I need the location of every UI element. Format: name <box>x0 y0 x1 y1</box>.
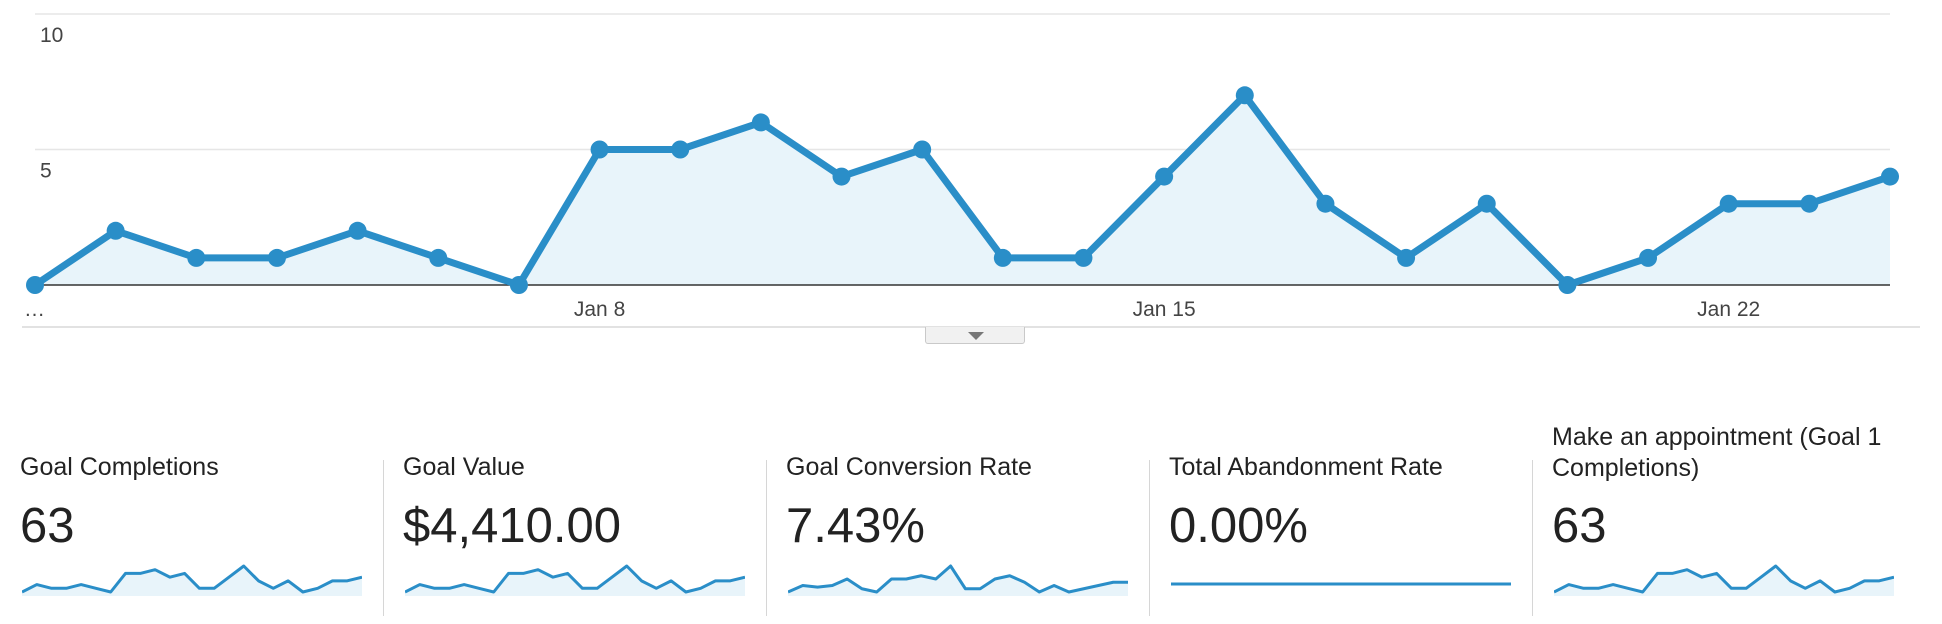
data-point[interactable] <box>1235 86 1254 105</box>
scorecard-sparkline <box>1171 582 1511 586</box>
data-point[interactable] <box>187 248 206 267</box>
data-point[interactable] <box>1719 194 1738 213</box>
y-tick-label: 10 <box>40 24 63 47</box>
scorecard-divider <box>766 460 767 616</box>
scorecard-value: $4,410.00 <box>403 499 621 553</box>
sparkline-line <box>788 564 1128 594</box>
scorecard-title: Make an appointment (Goal 1 Completions) <box>1552 423 1882 482</box>
scorecard[interactable]: Goal Value $4,410.00 <box>383 420 766 616</box>
scorecard-value: 0.00% <box>1169 499 1308 553</box>
x-tick-label: Jan 8 <box>574 298 625 321</box>
data-point[interactable] <box>509 276 528 294</box>
data-point[interactable] <box>751 113 770 132</box>
scorecard-sparkline <box>405 564 745 596</box>
data-point[interactable] <box>1477 194 1496 213</box>
sparkline-line <box>405 564 745 594</box>
data-point[interactable] <box>348 221 367 240</box>
data-point[interactable] <box>26 276 44 294</box>
scorecard-sparkline <box>1554 564 1894 596</box>
scorecard[interactable]: Goal Conversion Rate 7.43% <box>766 420 1149 616</box>
data-point[interactable] <box>1397 248 1416 267</box>
scorecard-title: Total Abandonment Rate <box>1169 453 1443 481</box>
data-point[interactable] <box>1155 167 1174 186</box>
data-point[interactable] <box>1881 167 1899 186</box>
x-tick-label: … <box>24 298 45 321</box>
data-point[interactable] <box>429 248 448 267</box>
scorecard-divider <box>1532 460 1533 616</box>
data-point[interactable] <box>267 248 286 267</box>
sparkline-line <box>1554 564 1894 594</box>
chart-collapse-toggle[interactable] <box>925 327 1025 344</box>
scorecard-title: Goal Completions <box>20 453 219 481</box>
scorecard-sparkline <box>22 564 362 596</box>
data-point[interactable] <box>1316 194 1335 213</box>
scorecard[interactable]: Total Abandonment Rate 0.00% <box>1149 420 1532 616</box>
data-point[interactable] <box>1558 276 1577 294</box>
data-point[interactable] <box>1639 248 1658 267</box>
data-point[interactable] <box>590 140 609 159</box>
scorecard-title: Goal Conversion Rate <box>786 453 1032 481</box>
chart-series-line <box>31 91 1894 289</box>
data-point[interactable] <box>993 248 1012 267</box>
y-tick-label: 5 <box>40 160 52 183</box>
data-point[interactable] <box>1074 248 1093 267</box>
data-point[interactable] <box>1800 194 1819 213</box>
scorecard-divider <box>383 460 384 616</box>
sparkline-line <box>22 564 362 594</box>
data-point[interactable] <box>106 221 125 240</box>
scorecard-value: 7.43% <box>786 499 925 553</box>
chart-area-fill <box>35 95 1890 285</box>
scorecard[interactable]: Goal Completions 63 <box>0 420 383 616</box>
data-point[interactable] <box>832 167 851 186</box>
scorecard-row: Goal Completions 63 Goal Value $4,410.00 Goa… <box>0 420 1942 624</box>
x-tick-label: Jan 15 <box>1133 298 1196 321</box>
sparkline-fill <box>788 566 1128 596</box>
scorecard-divider <box>1149 460 1150 616</box>
scorecard-sparkline <box>788 564 1128 596</box>
goal-completions-chart[interactable]: … Jan 8 Jan 15 Jan 22 5 10 <box>0 0 1942 340</box>
scorecard-value: 63 <box>1552 499 1607 553</box>
scorecard-value: 63 <box>20 499 75 553</box>
scorecard-title: Goal Value <box>403 453 525 481</box>
scorecard[interactable]: Make an appointment (Goal 1 Completions)… <box>1532 420 1915 616</box>
data-point[interactable] <box>671 140 690 159</box>
chevron-down-icon <box>968 332 984 340</box>
data-point[interactable] <box>913 140 932 159</box>
x-tick-label: Jan 22 <box>1697 298 1760 321</box>
